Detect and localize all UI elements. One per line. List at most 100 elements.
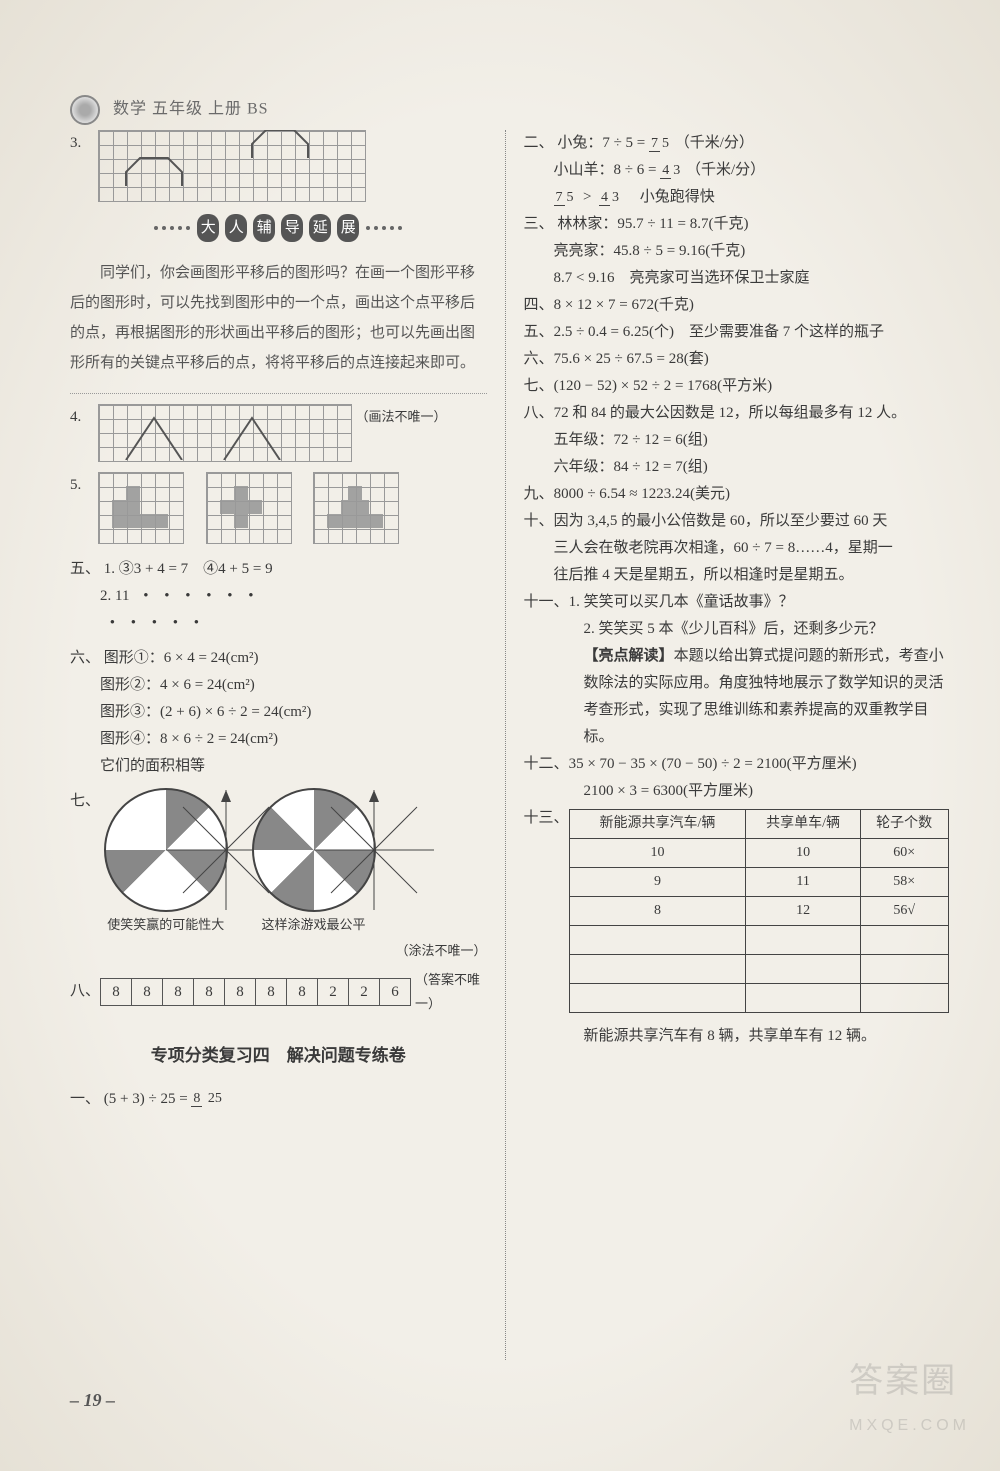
r8-a: 72 和 84 的最大公因数是 12，所以每组最多有 12 人。 bbox=[554, 405, 907, 421]
r10-a: 因为 3,4,5 的最小公倍数是 60，所以至少要过 60 天 bbox=[554, 513, 888, 529]
frac-cmp-r: 43 bbox=[599, 190, 621, 205]
r8-c: 六年级：84 ÷ 12 = 7(组) bbox=[554, 454, 950, 481]
frac-8-25: 8 25 bbox=[191, 1091, 224, 1106]
r2-cmp-text: 小兔跑得快 bbox=[625, 189, 715, 205]
th: 新能源共享汽车/辆 bbox=[569, 810, 746, 839]
r3-c: 8.7 < 9.16 亮亮家可当选环保卫士家庭 bbox=[554, 265, 950, 292]
r11-hint-head: 【亮点解读】 bbox=[584, 648, 674, 664]
sec8-note: （答案不唯一） bbox=[415, 968, 487, 1015]
share-table: 新能源共享汽车/辆 共享单车/辆 轮子个数 101060× 91158× 812… bbox=[569, 809, 949, 1013]
header-text: 数学 五年级 上册 BS bbox=[113, 101, 269, 118]
intro-paragraph: 同学们，你会画图形平移后的图形吗？在画一个图形平移后的图形时，可以先找到图形中的… bbox=[70, 258, 487, 378]
sec5-l1: 1. ③3 + 4 = 7 ④4 + 5 = 9 bbox=[104, 561, 273, 577]
pie2-caption: 这样涂游戏最公平 bbox=[262, 917, 366, 932]
q5-grid-3 bbox=[313, 472, 399, 544]
sec5-label: 五、 bbox=[70, 561, 100, 577]
r12-label: 十二、 bbox=[524, 756, 569, 772]
r8-b: 五年级：72 ÷ 12 = 6(组) bbox=[554, 427, 950, 454]
r2-goat-unit: （千米/分） bbox=[686, 162, 765, 178]
pie-chart-1 bbox=[104, 788, 228, 912]
digit-cell: 2 bbox=[349, 979, 380, 1005]
rosette-icon bbox=[70, 95, 100, 125]
digit-cell: 6 bbox=[380, 979, 410, 1005]
sec1-label: 一、 bbox=[70, 1091, 100, 1107]
digit-row: 8 8 8 8 8 8 8 2 2 6 bbox=[100, 978, 411, 1006]
r7-t: (120 − 52) × 52 ÷ 2 = 1768(平方米) bbox=[554, 378, 773, 394]
r11-q2: 2. 笑笑买 5 本《少儿百科》后，还剩多少元？ bbox=[584, 616, 950, 643]
q5-label: 5. bbox=[70, 472, 94, 499]
sec7-note: （涂法不唯一） bbox=[70, 939, 487, 962]
r10-label: 十、 bbox=[524, 513, 554, 529]
sec6-b: 图形②：4 × 6 = 24(cm²) bbox=[100, 672, 487, 699]
r10-b: 三人会在敬老院再次相逢，60 ÷ 7 = 8……4，星期一 bbox=[554, 535, 950, 562]
r4-label: 四、 bbox=[524, 297, 554, 313]
r2-rabbit-unit: （千米/分） bbox=[675, 135, 754, 151]
pie-chart-2 bbox=[252, 788, 376, 912]
q4-note: （画法不唯一） bbox=[356, 409, 447, 424]
sec1-expr: (5 + 3) ÷ 25 = bbox=[104, 1091, 192, 1107]
divider-char: 人 bbox=[225, 214, 247, 242]
q4-label: 4. bbox=[70, 404, 94, 431]
digit-cell: 8 bbox=[225, 979, 256, 1005]
r13-concl: 新能源共享汽车有 8 辆，共享单车有 12 辆。 bbox=[584, 1023, 950, 1050]
r11-label: 十一、 bbox=[524, 594, 569, 610]
th: 共享单车/辆 bbox=[746, 810, 860, 839]
digit-cell: 8 bbox=[287, 979, 318, 1005]
r11-q1: 1. 笑笑可以买几本《童话故事》？ bbox=[569, 594, 794, 610]
frac-7-5: 75 bbox=[649, 136, 671, 151]
watermark: 答案圈 MXQE.COM bbox=[849, 1351, 970, 1441]
r12-b: 2100 × 3 = 6300(平方厘米) bbox=[584, 778, 950, 805]
pie1-caption: 使笑笑赢的可能性大 bbox=[107, 917, 224, 932]
watermark-main: 答案圈 bbox=[849, 1362, 957, 1400]
sec6-a: 图形①：6 × 4 = 24(cm²) bbox=[104, 650, 259, 666]
r12-a: 35 × 70 − 35 × (70 − 50) ÷ 2 = 2100(平方厘米… bbox=[569, 756, 857, 772]
digit-cell: 8 bbox=[101, 979, 132, 1005]
digit-cell: 8 bbox=[132, 979, 163, 1005]
q5-grid-1 bbox=[98, 472, 184, 544]
divider-char: 大 bbox=[197, 214, 219, 242]
sec6-c: 图形③：(2 + 6) × 6 ÷ 2 = 24(cm²) bbox=[100, 699, 487, 726]
watermark-sub: MXQE.COM bbox=[849, 1412, 970, 1441]
frac-cmp-l: 75 bbox=[554, 190, 576, 205]
section4-title: 专项分类复习四 解决问题专练卷 bbox=[70, 1041, 487, 1072]
q4-grid bbox=[98, 404, 352, 462]
r9-label: 九、 bbox=[524, 486, 554, 502]
r3-a: 林林家：95.7 ÷ 11 = 8.7(千克) bbox=[557, 216, 748, 232]
r3-b: 亮亮家：45.8 ÷ 5 = 9.16(千克) bbox=[554, 238, 950, 265]
divider-char: 导 bbox=[281, 214, 303, 242]
digit-cell: 8 bbox=[194, 979, 225, 1005]
r10-c: 往后推 4 天是星期五，所以相逢时是星期五。 bbox=[554, 562, 950, 589]
q5-grid-2 bbox=[206, 472, 292, 544]
divider-char: 展 bbox=[337, 214, 359, 242]
digit-cell: 8 bbox=[163, 979, 194, 1005]
divider-char: 辅 bbox=[253, 214, 275, 242]
sec8-label: 八、 bbox=[70, 978, 100, 1005]
q3-label: 3. bbox=[70, 130, 94, 157]
r5-label: 五、 bbox=[524, 324, 554, 340]
digit-cell: 2 bbox=[318, 979, 349, 1005]
digit-cell: 8 bbox=[256, 979, 287, 1005]
r5-t: 2.5 ÷ 0.4 = 6.25(个) 至少需要准备 7 个这样的瓶子 bbox=[554, 324, 884, 340]
guide-divider: 大 人 辅 导 延 展 bbox=[70, 214, 487, 243]
r2-label: 二、 bbox=[524, 135, 554, 151]
sec5-l2: 2. 11 bbox=[100, 588, 129, 604]
sec6-label: 六、 bbox=[70, 650, 100, 666]
r9-t: 8000 ÷ 6.54 ≈ 1223.24(美元) bbox=[554, 486, 730, 502]
page-number: – 19 – bbox=[70, 1384, 115, 1416]
r7-label: 七、 bbox=[524, 378, 554, 394]
r13-label: 十三、 bbox=[524, 805, 569, 832]
r8-label: 八、 bbox=[524, 405, 554, 421]
q3-grid bbox=[98, 130, 366, 202]
r2-rabbit-pre: 小兔：7 ÷ 5 = bbox=[557, 135, 649, 151]
sec7-label: 七、 bbox=[70, 793, 100, 809]
r4-t: 8 × 12 × 7 = 672(千克) bbox=[554, 297, 694, 313]
r3-label: 三、 bbox=[524, 216, 554, 232]
r6-t: 75.6 × 25 ÷ 67.5 = 28(套) bbox=[554, 351, 709, 367]
r2-goat-pre: 小山羊：8 ÷ 6 = bbox=[554, 162, 661, 178]
divider-char: 延 bbox=[309, 214, 331, 242]
sec6-d: 图形④：8 × 6 ÷ 2 = 24(cm²) bbox=[100, 726, 487, 753]
frac-4-3: 43 bbox=[660, 163, 682, 178]
right-column: 二、 小兔：7 ÷ 5 = 75 （千米/分） 小山羊：8 ÷ 6 = 43 （… bbox=[506, 130, 950, 1360]
left-column: 3. 大 人 辅 导 延 展 bbox=[70, 130, 506, 1360]
r6-label: 六、 bbox=[524, 351, 554, 367]
